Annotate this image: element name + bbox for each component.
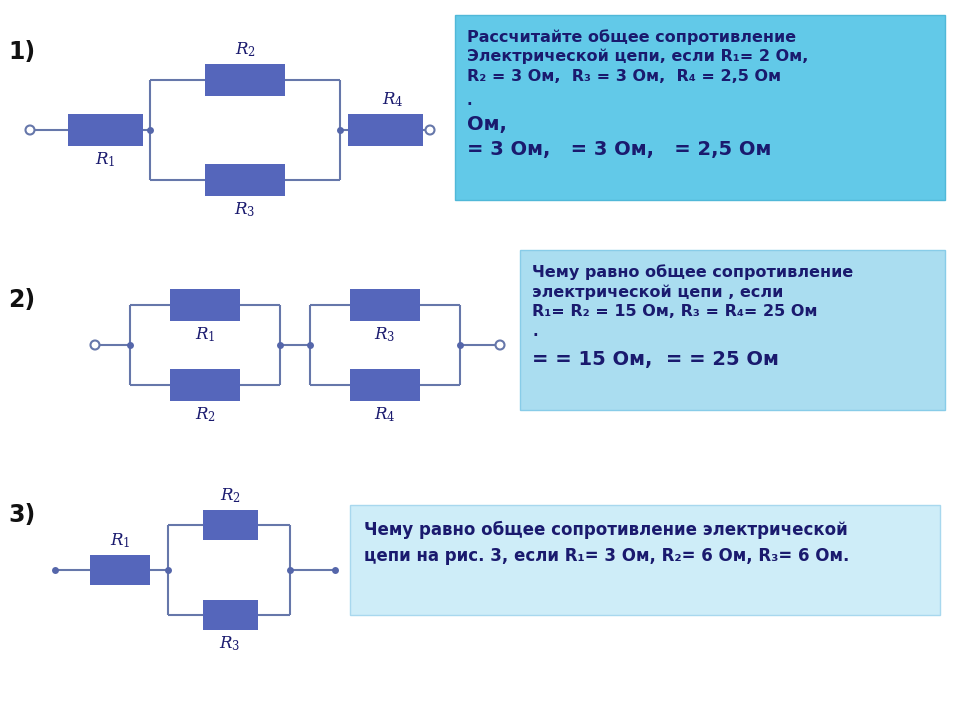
Text: Ом,: Ом, — [467, 115, 507, 134]
Text: $R_3$: $R_3$ — [374, 325, 396, 344]
Bar — [170, 369, 240, 401]
Text: 2): 2) — [9, 288, 36, 312]
Bar — [205, 164, 285, 196]
Bar — [350, 369, 420, 401]
Text: электрической цепи , если: электрической цепи , если — [532, 284, 783, 300]
Text: Чему равно общее сопротивление: Чему равно общее сопротивление — [532, 264, 853, 280]
Text: .: . — [532, 324, 538, 339]
Text: $R_2$: $R_2$ — [234, 40, 255, 59]
Text: $R_4$: $R_4$ — [374, 405, 396, 424]
Text: $R_2$: $R_2$ — [220, 487, 240, 505]
Text: $R_3$: $R_3$ — [234, 201, 255, 220]
Bar — [90, 555, 150, 585]
Text: $R_1$: $R_1$ — [109, 531, 131, 550]
Text: $R_1$: $R_1$ — [195, 325, 215, 344]
Text: Электрической цепи, если R₁= 2 Ом,: Электрической цепи, если R₁= 2 Ом, — [467, 49, 808, 65]
Bar — [203, 600, 257, 630]
Bar — [350, 289, 420, 321]
Text: Чему равно общее сопротивление электрической: Чему равно общее сопротивление электриче… — [364, 521, 848, 539]
Text: 3): 3) — [9, 503, 36, 527]
Bar — [203, 510, 257, 540]
Text: = 3 Ом,   = 3 Ом,   = 2,5 Ом: = 3 Ом, = 3 Ом, = 2,5 Ом — [467, 140, 772, 159]
Text: $R_3$: $R_3$ — [220, 634, 241, 653]
Text: 1): 1) — [9, 40, 36, 64]
Bar — [205, 64, 285, 96]
Bar — [348, 114, 422, 146]
Text: $R_4$: $R_4$ — [382, 91, 404, 109]
Bar — [67, 114, 142, 146]
Text: .: . — [467, 93, 472, 108]
Text: = = 15 Ом,  = = 25 Ом: = = 15 Ом, = = 25 Ом — [532, 350, 779, 369]
Bar — [170, 289, 240, 321]
Text: цепи на рис. 3, если R₁= 3 Ом, R₂= 6 Ом, R₃= 6 Ом.: цепи на рис. 3, если R₁= 3 Ом, R₂= 6 Ом,… — [364, 547, 850, 565]
Text: Рассчитайте общее сопротивление: Рассчитайте общее сопротивление — [467, 29, 796, 45]
FancyBboxPatch shape — [520, 250, 945, 410]
Text: R₁= R₂ = 15 Ом, R₃ = R₄= 25 Ом: R₁= R₂ = 15 Ом, R₃ = R₄= 25 Ом — [532, 304, 818, 319]
Text: $R_2$: $R_2$ — [195, 405, 215, 424]
FancyBboxPatch shape — [455, 15, 945, 200]
FancyBboxPatch shape — [350, 505, 940, 615]
Text: R₂ = 3 Ом,  R₃ = 3 Ом,  R₄ = 2,5 Ом: R₂ = 3 Ом, R₃ = 3 Ом, R₄ = 2,5 Ом — [467, 69, 781, 84]
Text: $R_1$: $R_1$ — [95, 150, 115, 169]
